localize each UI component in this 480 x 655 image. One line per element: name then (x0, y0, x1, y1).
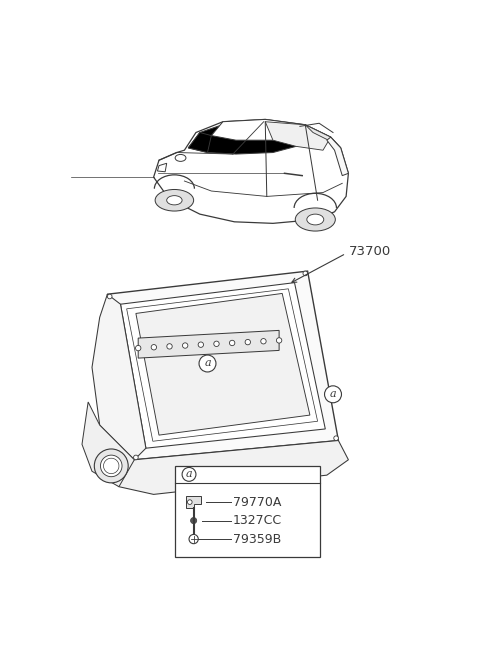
Polygon shape (154, 119, 348, 223)
Polygon shape (92, 294, 146, 460)
Polygon shape (157, 163, 167, 172)
Circle shape (191, 517, 197, 523)
Polygon shape (305, 125, 341, 148)
Text: 1327CC: 1327CC (233, 514, 282, 527)
Polygon shape (120, 283, 325, 448)
Ellipse shape (175, 155, 186, 161)
Circle shape (100, 455, 122, 477)
Polygon shape (136, 293, 310, 435)
Circle shape (261, 339, 266, 344)
Polygon shape (265, 122, 331, 150)
Ellipse shape (155, 189, 193, 211)
Polygon shape (211, 119, 305, 140)
Circle shape (182, 468, 196, 481)
Circle shape (151, 345, 156, 350)
Bar (175, 466, 320, 557)
Ellipse shape (167, 196, 182, 205)
Text: 79770A: 79770A (233, 496, 281, 508)
Polygon shape (82, 402, 134, 487)
Text: 79359B: 79359B (233, 533, 281, 546)
Polygon shape (188, 122, 300, 154)
Circle shape (245, 339, 251, 345)
Text: a: a (204, 358, 211, 369)
Circle shape (94, 449, 128, 483)
Circle shape (334, 436, 338, 441)
Circle shape (189, 534, 198, 544)
Polygon shape (108, 271, 338, 460)
Ellipse shape (307, 214, 324, 225)
Circle shape (182, 343, 188, 348)
Text: 73700: 73700 (348, 246, 391, 258)
Polygon shape (105, 441, 348, 495)
Circle shape (167, 344, 172, 349)
Circle shape (135, 345, 141, 351)
Circle shape (188, 500, 192, 504)
Text: a: a (330, 389, 336, 400)
Circle shape (324, 386, 341, 403)
Polygon shape (327, 137, 348, 176)
Polygon shape (138, 330, 279, 358)
Circle shape (229, 340, 235, 346)
Circle shape (199, 355, 216, 372)
Circle shape (133, 455, 138, 460)
Circle shape (276, 338, 282, 343)
Ellipse shape (295, 208, 336, 231)
Polygon shape (188, 132, 211, 153)
Polygon shape (186, 496, 201, 508)
Circle shape (198, 342, 204, 347)
Circle shape (108, 294, 112, 299)
Text: a: a (186, 470, 192, 479)
Circle shape (214, 341, 219, 346)
Circle shape (303, 271, 308, 276)
